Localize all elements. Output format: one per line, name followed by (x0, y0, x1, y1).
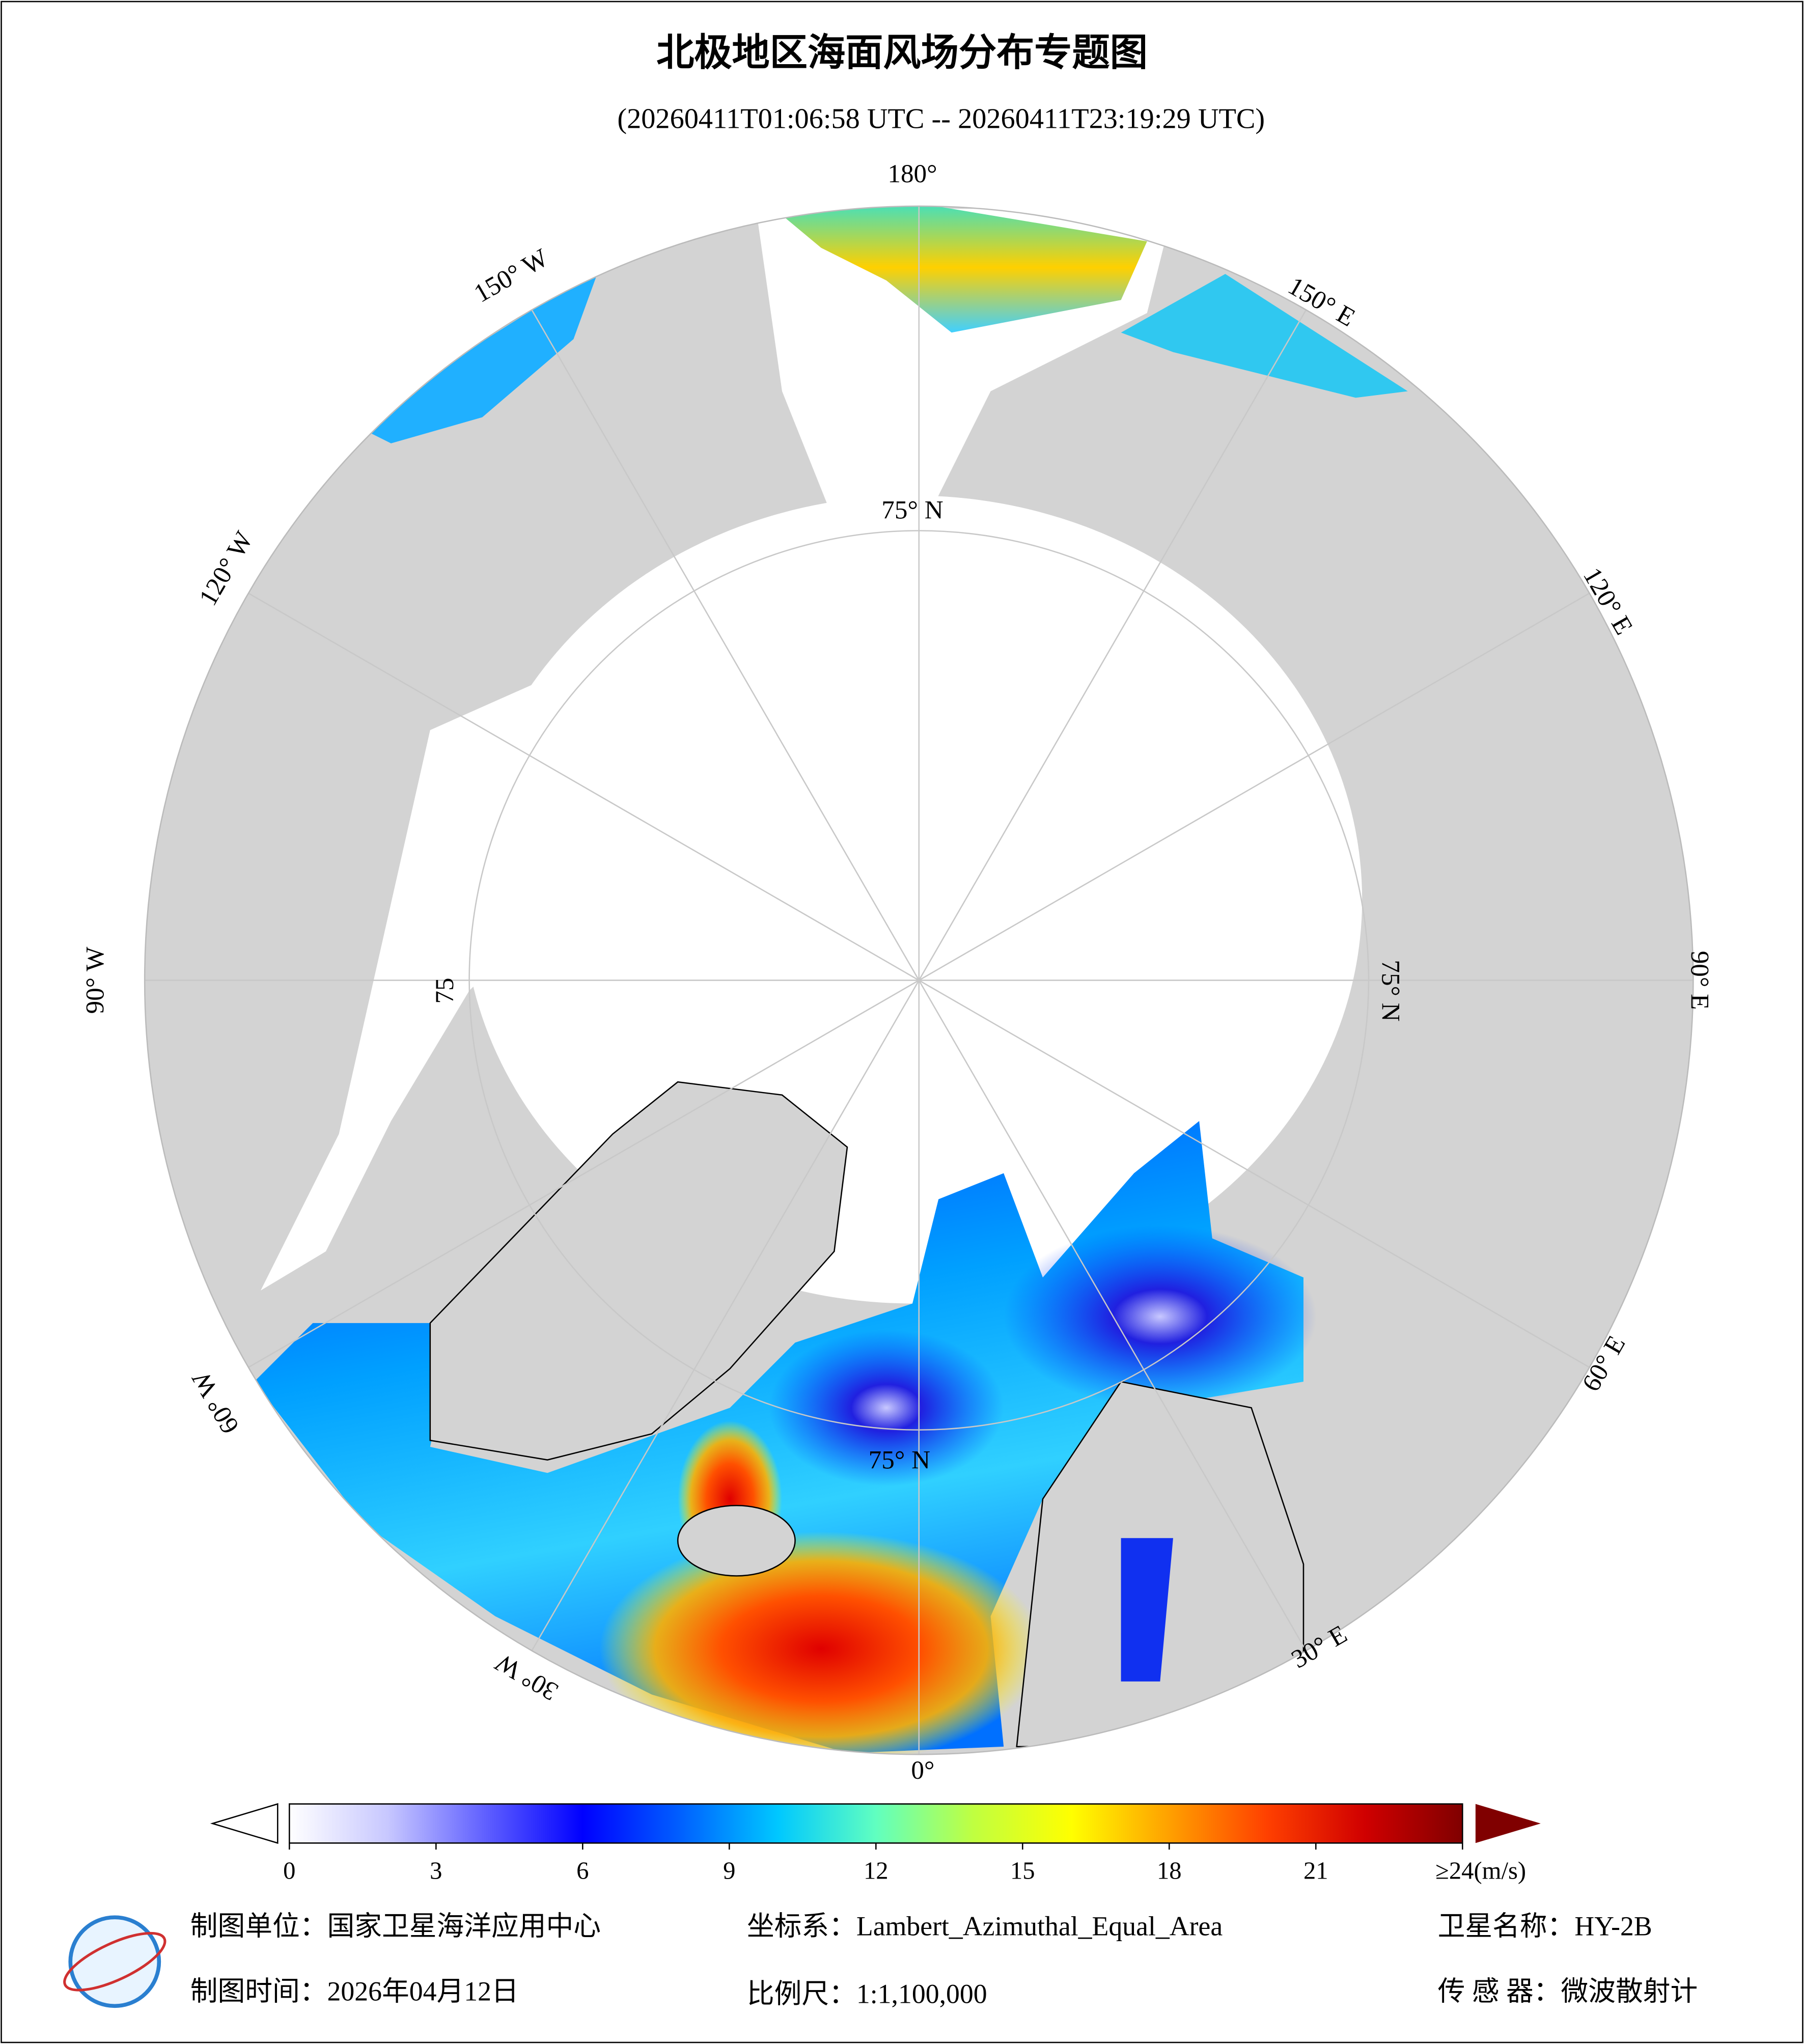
wind-baltic (1121, 1538, 1173, 1682)
meridian (531, 979, 920, 1651)
wind-bering (782, 206, 1147, 333)
colorbar-min-arrow (210, 1803, 279, 1844)
meridian (531, 310, 920, 981)
map-border (144, 205, 1694, 1755)
graticule-label: 180° (887, 159, 937, 188)
wind-chukchi (352, 267, 600, 443)
colorbar: 0 3 6 9 12 15 18 21 ≥24(m/s) (210, 1803, 1541, 1884)
colorbar-gradient (289, 1803, 1463, 1844)
graticule-label: 75° N (869, 1446, 930, 1475)
wind-low (769, 1329, 1004, 1486)
wind-high (599, 1531, 1043, 1755)
greenland (429, 1081, 848, 1461)
colorbar-tick-label: 0 (283, 1857, 295, 1884)
graticule-label: 90° E (1685, 951, 1714, 1010)
graticule-label: 75 (430, 977, 459, 1003)
meridian (248, 979, 920, 1368)
meridian (918, 979, 1307, 1651)
map (145, 206, 1694, 1755)
colorbar-tick-label: ≥24(m/s) (1435, 1857, 1526, 1884)
meridian (919, 979, 1590, 1368)
channels (260, 678, 600, 1291)
colorbar-tick-label: 15 (1010, 1857, 1035, 1884)
colorbar-tick-label: 12 (864, 1857, 889, 1884)
colorbar-max-arrow (1475, 1804, 1541, 1843)
wind-okhotsk (1121, 274, 1408, 398)
meridian (919, 593, 1590, 981)
footer-scale: 比例尺：1:1,100,000 (747, 1979, 987, 2009)
footer-sensor: 传 感 器：微波散射计 (1438, 1976, 1698, 2007)
footer-unit: 制图单位：国家卫星海洋应用中心 (190, 1911, 601, 1942)
footer-crs: 坐标系：Lambert_Azimuthal_Equal_Area (747, 1911, 1223, 1942)
colorbar-tick-label: 18 (1157, 1857, 1182, 1884)
graticule-label: 75° N (1376, 960, 1405, 1021)
meridian (918, 310, 1307, 981)
meridian (248, 593, 920, 981)
graticule-label: 90° W (81, 946, 110, 1014)
logo (68, 1915, 161, 2008)
footer-date: 制图时间：2026年04月12日 (190, 1976, 519, 2007)
footer-satellite: 卫星名称：HY-2B (1438, 1911, 1652, 1942)
colorbar-tick-label: 21 (1303, 1857, 1328, 1884)
logo-orbit (63, 1931, 166, 1992)
graticule-label: 75° N (881, 495, 943, 524)
graticule (145, 206, 1694, 1755)
colorbar-tick-label: 6 (576, 1857, 589, 1884)
time-range: (20260411T01:06:58 UTC -- 20260411T23:19… (617, 103, 1265, 134)
graticule-label: 0° (911, 1756, 934, 1785)
colorbar-tick-label: 3 (430, 1857, 442, 1884)
iceland (677, 1504, 796, 1577)
colorbar-tick-label: 9 (723, 1857, 735, 1884)
map-title: 北极地区海面风场分布专题图 (656, 31, 1148, 75)
wind-low (1004, 1225, 1317, 1408)
